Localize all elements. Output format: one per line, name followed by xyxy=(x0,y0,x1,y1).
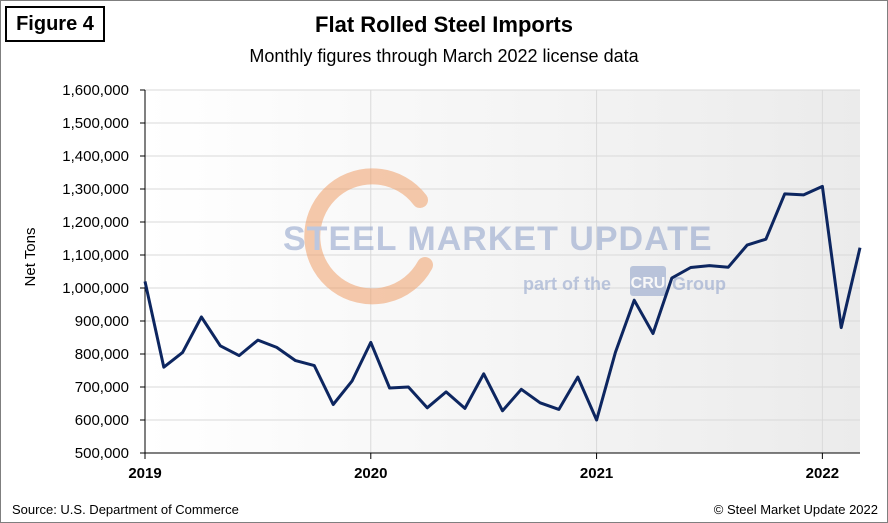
watermark-badge: CRU xyxy=(631,275,666,292)
x-tick-labels: 2019 2020 2021 2022 xyxy=(128,465,839,482)
y-tick-label: 1,100,000 xyxy=(62,247,129,264)
chart-subtitle: Monthly figures through March 2022 licen… xyxy=(249,46,639,66)
y-tick-label: 1,400,000 xyxy=(62,148,129,165)
gridlines xyxy=(144,89,860,453)
chart-title: Flat Rolled Steel Imports xyxy=(315,12,573,37)
y-axis-title: Net Tons xyxy=(22,228,39,287)
y-tick-label: 1,200,000 xyxy=(62,214,129,231)
y-tick-label: 1,500,000 xyxy=(62,115,129,132)
y-tick-label: 700,000 xyxy=(75,379,129,396)
x-tick-label: 2022 xyxy=(806,465,839,482)
x-tick-label: 2019 xyxy=(128,465,161,482)
y-tick-label: 600,000 xyxy=(75,412,129,429)
x-tick-label: 2021 xyxy=(580,465,613,482)
plot-area xyxy=(145,90,860,453)
series-line-imports xyxy=(143,184,862,422)
y-tick-label: 1,000,000 xyxy=(62,280,129,297)
watermark: STEEL MARKET UPDATE part of the CRU Grou… xyxy=(283,168,726,305)
figure-label: Figure 4 xyxy=(5,6,105,42)
watermark-sub-suffix: Group xyxy=(672,274,726,294)
y-tick-labels: 500,000 600,000 700,000 800,000 900,000 1,000… xyxy=(62,82,129,462)
y-tick-label: 500,000 xyxy=(75,445,129,462)
watermark-sub-prefix: part of the xyxy=(523,274,611,294)
watermark-brand: STEEL MARKET UPDATE xyxy=(283,220,713,258)
y-tick-label: 800,000 xyxy=(75,346,129,363)
y-tick-label: 1,300,000 xyxy=(62,181,129,198)
y-tick-label: 900,000 xyxy=(75,313,129,330)
watermark-badge-box xyxy=(630,266,666,296)
source-note: Source: U.S. Department of Commerce xyxy=(12,502,239,517)
x-tick-label: 2020 xyxy=(354,465,387,482)
axes xyxy=(140,89,860,459)
watermark-arc xyxy=(304,168,433,305)
y-tick-label: 1,600,000 xyxy=(62,82,129,99)
copyright-note: © Steel Market Update 2022 xyxy=(713,502,878,517)
